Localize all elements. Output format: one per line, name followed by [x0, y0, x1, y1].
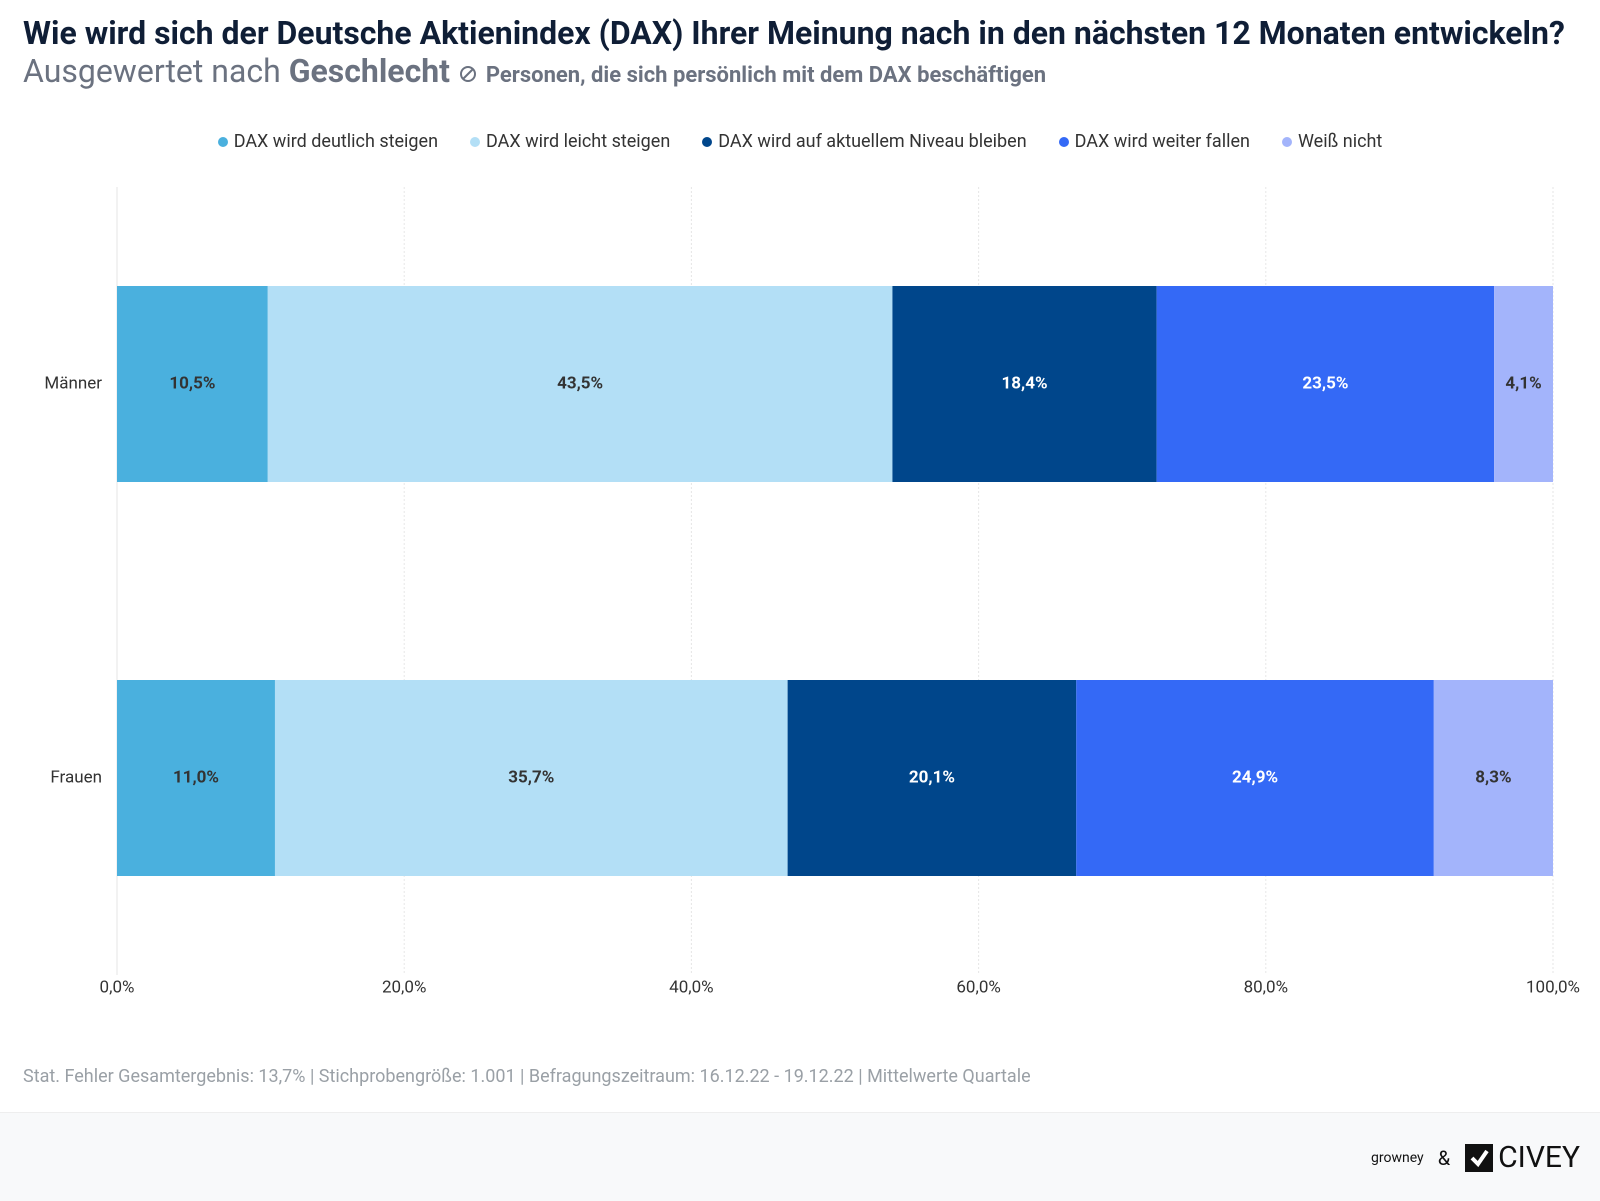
value-label: 43,5%: [557, 373, 603, 393]
y-tick-label: Männer: [44, 373, 102, 393]
chart: 0,0% 20,0% 40,0% 60,0% 80,0% 100,0% Männer 10,5…: [44, 187, 1580, 997]
legend-marker: [470, 136, 481, 147]
bar-segment: [267, 286, 893, 482]
x-tick-label: 0,0%: [100, 977, 135, 997]
x-tick-label: 60,0%: [956, 977, 1000, 997]
legend-item: DAX wird leicht steigen: [470, 131, 670, 152]
bar-segment: [274, 680, 788, 876]
note: Personen, die sich persönlich mit dem DA…: [485, 63, 1047, 88]
value-label: 20,1%: [909, 767, 955, 787]
value-label: 8,3%: [1475, 767, 1511, 787]
subtitle-emphasis: Geschlecht: [288, 52, 450, 90]
legend-label: DAX wird deutlich steigen: [233, 131, 439, 152]
branding: growney & CIVEY: [1371, 1140, 1580, 1175]
value-label: 11,0%: [173, 767, 219, 787]
bar-segment: [1156, 286, 1495, 482]
legend-item: DAX wird auf aktuellem Niveau bleiben: [702, 131, 1027, 152]
footer-band: [0, 1112, 1600, 1201]
chart-title: Wie wird sich der Deutsche Aktienindex (…: [23, 14, 1565, 52]
legend-marker: [1058, 136, 1069, 147]
legend-label: DAX wird leicht steigen: [486, 131, 671, 152]
legend-item: DAX wird weiter fallen: [1058, 131, 1250, 152]
x-tick-label: 100,0%: [1526, 977, 1580, 997]
x-tick-label: 40,0%: [669, 977, 713, 997]
legend-item: DAX wird deutlich steigen: [217, 131, 439, 152]
bar-segment: [1076, 680, 1434, 876]
brand-civey-text: CIVEY: [1498, 1140, 1580, 1175]
subtitle: Ausgewertet nach: [23, 52, 281, 90]
bar-segment: [117, 680, 275, 876]
filter-icon: [459, 65, 476, 82]
civey-icon: [1465, 1143, 1494, 1172]
value-label: 24,9%: [1232, 767, 1278, 787]
legend-marker: [1281, 136, 1292, 147]
legend: DAX wird deutlich steigen DAX wird leicht…: [0, 131, 1600, 152]
y-tick-label: Frauen: [50, 767, 102, 787]
value-label: 35,7%: [508, 767, 554, 787]
header: Wie wird sich der Deutsche Aktienindex (…: [23, 14, 1583, 95]
bar-segment: [1494, 286, 1553, 482]
footer: Stat. Fehler Gesamtergebnis: 13,7% | Sti…: [23, 1066, 1031, 1087]
x-tick-label: 20,0%: [382, 977, 426, 997]
value-label: 4,1%: [1505, 373, 1541, 393]
brand-amp: &: [1437, 1145, 1451, 1170]
legend-marker: [702, 136, 713, 147]
bar-segment: [1433, 680, 1553, 876]
brand-growney: growney: [1371, 1149, 1424, 1166]
x-tick-label: 80,0%: [1244, 977, 1288, 997]
bar-segment: [787, 680, 1077, 876]
value-label: 23,5%: [1302, 373, 1348, 393]
legend-item: Weiß nicht: [1281, 131, 1383, 152]
value-label: 10,5%: [169, 373, 215, 393]
legend-marker: [217, 136, 228, 147]
legend-label: Weiß nicht: [1297, 131, 1383, 152]
value-label: 18,4%: [1002, 373, 1048, 393]
legend-label: DAX wird auf aktuellem Niveau bleiben: [718, 131, 1027, 152]
bar-segment: [892, 286, 1157, 482]
brand-civey: CIVEY: [1464, 1140, 1580, 1175]
legend-label: DAX wird weiter fallen: [1074, 131, 1250, 152]
bar-segment: [117, 286, 268, 482]
